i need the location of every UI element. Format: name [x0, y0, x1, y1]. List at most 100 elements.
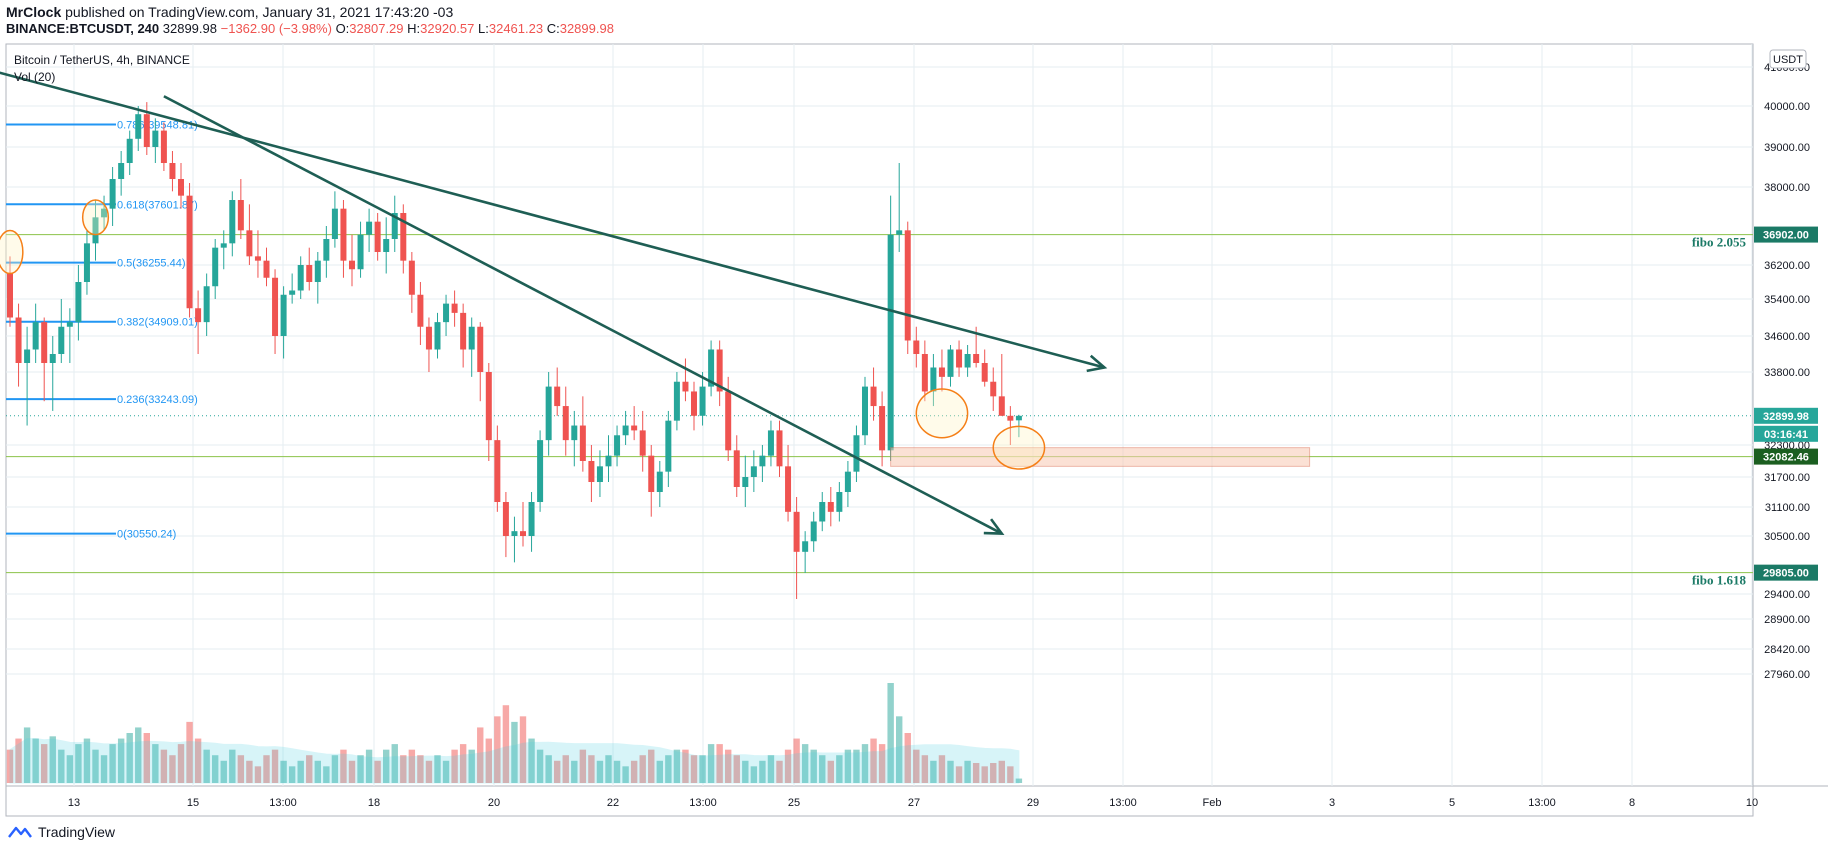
candle-body	[622, 425, 629, 436]
candle-body	[237, 200, 244, 231]
volume-bar	[451, 749, 458, 783]
time-axis[interactable]: 13 15 13:00 18 20 22 13:00 25 27 29 13:00 Feb 3 5 13:0…	[68, 797, 1758, 809]
candle-body	[844, 471, 851, 492]
candle-body	[819, 502, 826, 522]
volume-bar	[75, 744, 82, 783]
volume-bar	[630, 760, 638, 783]
highlight-ellipse	[915, 388, 969, 439]
volume-bar	[947, 760, 954, 783]
candle-body	[314, 260, 321, 282]
time-tick-label: 10	[1746, 797, 1758, 809]
volume-bar	[716, 744, 723, 783]
volume-bar	[690, 755, 698, 783]
price-tick-label: 36200.00	[1764, 260, 1810, 272]
volume-bar	[271, 749, 279, 783]
volume-bar	[571, 760, 578, 783]
candle-body	[186, 195, 193, 309]
candle-body	[357, 234, 364, 270]
volume-bar	[323, 766, 330, 783]
candle-body	[443, 303, 450, 323]
candle-body	[904, 230, 911, 341]
candle-body	[682, 381, 689, 392]
time-tick-label: 13:00	[1109, 797, 1137, 809]
candle-body	[502, 502, 509, 536]
footer: TradingView	[8, 824, 115, 840]
candle-body	[537, 440, 544, 502]
highlight-ellipse	[992, 425, 1046, 470]
volume-bar	[588, 755, 595, 783]
candle-body	[485, 372, 492, 441]
volume-bar	[314, 760, 321, 783]
candle-body	[468, 326, 475, 350]
price-badge	[1754, 448, 1818, 465]
volume-bar	[66, 755, 74, 783]
volume-bar	[417, 755, 424, 783]
candle-body	[340, 208, 347, 261]
candle-body	[639, 430, 646, 456]
volume-bar	[562, 755, 569, 783]
author-name[interactable]: MrClock	[6, 4, 62, 20]
fib-level-label: 0(30550.24)	[117, 529, 176, 541]
trendline	[0, 71, 1105, 369]
time-tick-label: 8	[1629, 797, 1635, 809]
volume-bar	[169, 755, 176, 783]
candle-body	[759, 455, 766, 467]
candle-body	[58, 326, 65, 354]
publish-text: published on TradingView.com, January 31…	[65, 4, 454, 20]
volume-ma-area	[9, 738, 1020, 784]
time-tick-label: 29	[1027, 797, 1039, 809]
candle-body	[554, 386, 561, 407]
candle-body	[648, 455, 655, 492]
volume-bar	[49, 736, 56, 783]
volume-bar	[554, 760, 561, 783]
price-change: −1362.90 (−3.98%)	[220, 21, 332, 36]
footer-brand[interactable]: TradingView	[38, 824, 116, 840]
volume-bar	[904, 733, 911, 783]
volume-bar	[297, 760, 304, 783]
tradingview-logo-icon[interactable]	[8, 825, 32, 839]
candle-body	[92, 217, 99, 244]
trendline-arrowhead	[983, 518, 1005, 535]
candle-body	[862, 386, 868, 436]
volume-bar	[383, 749, 390, 783]
level-label: fibo 2.055	[1692, 235, 1747, 250]
volume-bar	[990, 763, 997, 783]
price-tick-label: 31100.00	[1765, 502, 1810, 514]
volume-bar	[648, 749, 655, 783]
time-tick-label: Feb	[1203, 797, 1222, 809]
candle-body	[716, 349, 723, 392]
high-value: 32920.57	[420, 21, 475, 36]
candle-body	[691, 391, 697, 416]
currency-button[interactable]	[1769, 49, 1807, 69]
time-tick-label: 22	[607, 797, 619, 809]
candle-body	[579, 425, 586, 461]
volume-bar	[913, 749, 920, 783]
volume-bar	[605, 755, 612, 783]
symbol[interactable]: BINANCE:BTCUSDT, 240	[6, 21, 160, 36]
candle-body	[998, 396, 1005, 416]
candle-body	[366, 221, 373, 235]
volume-bar	[459, 744, 467, 783]
time-tick-label: 13:00	[1528, 797, 1556, 809]
candle-body	[631, 425, 638, 431]
candle-body	[83, 243, 90, 282]
volume-bar	[810, 749, 817, 783]
price-axis[interactable]: 41000.0040000.0039000.0038000.0036200.00…	[1754, 62, 1818, 681]
candle-body	[956, 349, 963, 368]
time-tick-label: 20	[488, 797, 500, 809]
fib-level-label: 0.618(37601.87)	[117, 199, 198, 211]
volume-bar	[622, 766, 629, 783]
candle-body	[477, 326, 484, 372]
fib-retracement[interactable]: 0.786(39548.81)0.618(37601.87)0.5(36255.…	[6, 119, 198, 541]
annotations[interactable]	[0, 71, 1311, 535]
volume-bar	[1007, 766, 1014, 783]
volume-bar	[981, 766, 988, 783]
candle-body	[896, 230, 903, 235]
candle-body	[15, 317, 22, 363]
volume-bar	[938, 755, 946, 783]
candle-body	[451, 303, 458, 313]
volume-bar	[742, 760, 749, 783]
grid	[6, 44, 1753, 786]
candle-body	[263, 260, 270, 278]
